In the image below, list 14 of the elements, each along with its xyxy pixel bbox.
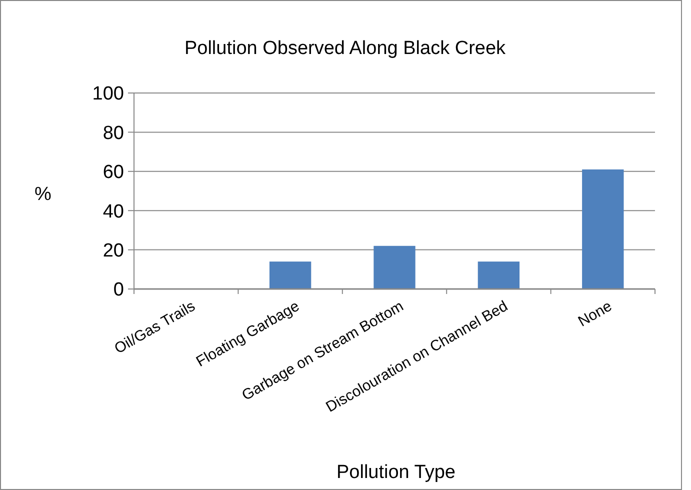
y-tick-label: 0 [113, 280, 124, 301]
x-tick-label: None [575, 298, 615, 330]
y-axis-title: % [34, 184, 52, 205]
chart-title: Pollution Observed Along Black Creek [184, 38, 506, 59]
y-tick-label: 20 [102, 240, 124, 262]
bar [478, 262, 520, 289]
bar [374, 246, 416, 289]
y-tick-label: 40 [102, 201, 124, 222]
y-tick-label: 80 [102, 122, 124, 144]
bar [582, 169, 624, 289]
y-tick-label: 100 [92, 84, 124, 105]
x-axis-title: Pollution Type [336, 462, 456, 483]
bar [269, 262, 312, 289]
y-tick-label: 60 [102, 162, 124, 184]
